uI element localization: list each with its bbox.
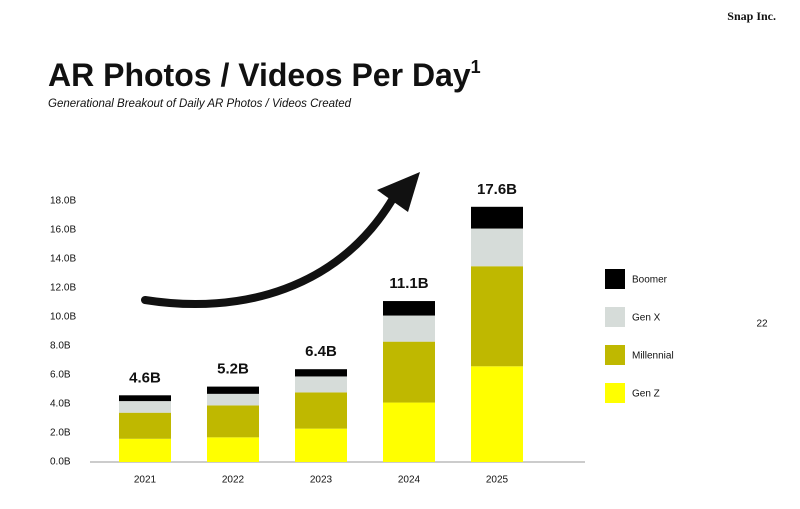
bar-segment — [383, 301, 435, 316]
bar-segment — [471, 266, 523, 367]
y-tick-label: 0.0B — [50, 457, 71, 468]
total-label: 17.6B — [477, 181, 517, 198]
y-tick-label: 18.0B — [50, 196, 76, 207]
bar-segment — [295, 369, 347, 377]
bar-segment — [471, 206, 523, 229]
brand: Snap Inc. — [727, 9, 776, 23]
x-tick-label: 2021 — [134, 475, 157, 486]
x-tick-label: 2025 — [486, 475, 509, 486]
y-tick-label: 6.0B — [50, 370, 71, 381]
legend-label: Millennial — [632, 351, 674, 362]
title-footnote: 1 — [471, 57, 481, 77]
bar-segment — [471, 228, 523, 267]
total-label: 5.2B — [217, 361, 249, 378]
bar-segment — [119, 438, 171, 462]
y-tick-label: 14.0B — [50, 254, 76, 265]
subtitle: Generational Breakout of Daily AR Photos… — [48, 98, 352, 110]
y-tick-label: 2.0B — [50, 428, 71, 439]
growth-arrow — [141, 191, 399, 309]
bar-segment — [207, 386, 259, 394]
arrow-head — [377, 172, 420, 212]
legend-label: Gen X — [632, 313, 661, 324]
bar-segment — [383, 402, 435, 462]
bar-segment — [295, 428, 347, 462]
bar-segment — [207, 437, 259, 462]
legend-swatch — [605, 269, 625, 289]
title-text: AR Photos / Videos Per Day — [48, 57, 471, 93]
chart-title: AR Photos / Videos Per Day1 — [48, 57, 481, 94]
y-tick-label: 4.0B — [50, 399, 71, 410]
legend-label: Gen Z — [632, 389, 660, 400]
bar-segment — [383, 315, 435, 342]
bar-segment — [383, 341, 435, 403]
y-tick-label: 10.0B — [50, 312, 76, 323]
bar-segment — [295, 392, 347, 429]
bar-segment — [119, 395, 171, 402]
legend-swatch — [605, 307, 625, 327]
bar-segment — [207, 393, 259, 406]
total-label: 6.4B — [305, 343, 337, 360]
total-label: 11.1B — [389, 275, 428, 292]
y-tick-label: 8.0B — [50, 341, 71, 352]
y-tick-label: 16.0B — [50, 225, 76, 236]
bar-segment — [207, 405, 259, 438]
legend-label: Boomer — [632, 275, 668, 286]
x-tick-label: 2023 — [310, 475, 333, 486]
x-tick-label: 2022 — [222, 475, 245, 486]
total-label: 4.6B — [129, 369, 161, 386]
bar-segment — [119, 412, 171, 439]
bar-segment — [295, 376, 347, 393]
x-tick-label: 2024 — [398, 475, 421, 486]
legend-swatch — [605, 345, 625, 365]
y-tick-label: 12.0B — [50, 283, 76, 294]
bar-segment — [119, 401, 171, 413]
bar-segment — [471, 366, 523, 462]
page-number: 22 — [756, 319, 768, 330]
legend-swatch — [605, 383, 625, 403]
